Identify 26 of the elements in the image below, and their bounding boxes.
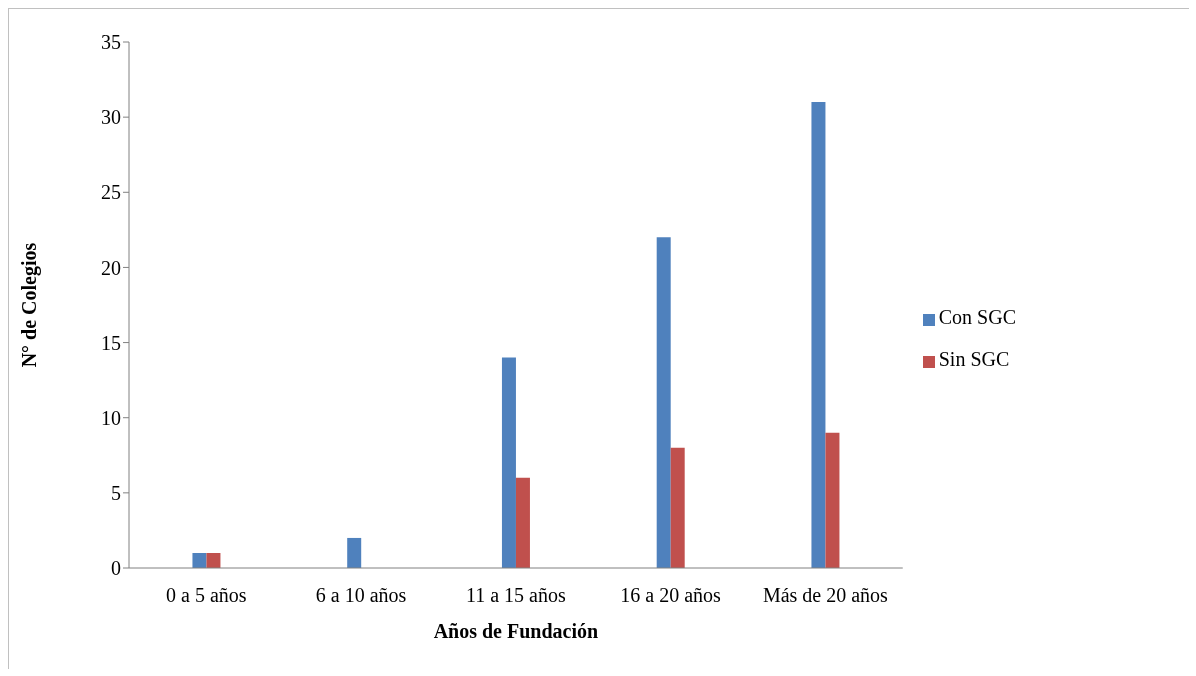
legend-label: Con SGC	[938, 306, 1016, 328]
bar	[192, 552, 207, 568]
bar	[515, 477, 530, 568]
y-tick-label: 20	[101, 256, 121, 279]
y-tick-label: 30	[101, 106, 121, 129]
bar	[206, 552, 221, 568]
y-tick-label: 15	[101, 331, 121, 354]
y-tick-label: 35	[101, 31, 121, 54]
bar	[670, 447, 685, 568]
y-axis-title: N° de Colegios	[18, 242, 42, 368]
x-tick-label: 16 a 20 años	[620, 584, 722, 607]
x-tick-label: 6 a 10 años	[315, 584, 407, 607]
y-tick-label: 25	[101, 181, 121, 204]
bar	[825, 432, 840, 568]
x-tick-label: 11 a 15 años	[465, 584, 566, 607]
x-axis-title: Años de Fundación	[433, 620, 599, 642]
x-tick-label: Más de 20 años	[762, 584, 889, 607]
y-tick-label: 5	[111, 481, 121, 504]
legend-label: Sin SGC	[938, 348, 1010, 370]
bar	[656, 237, 671, 568]
x-tick-label: 0 a 5 años	[166, 584, 247, 607]
bar	[347, 537, 362, 568]
y-tick-label: 10	[101, 406, 121, 429]
bar	[501, 357, 516, 568]
bar	[811, 102, 826, 568]
y-tick-label: 0	[111, 557, 121, 580]
